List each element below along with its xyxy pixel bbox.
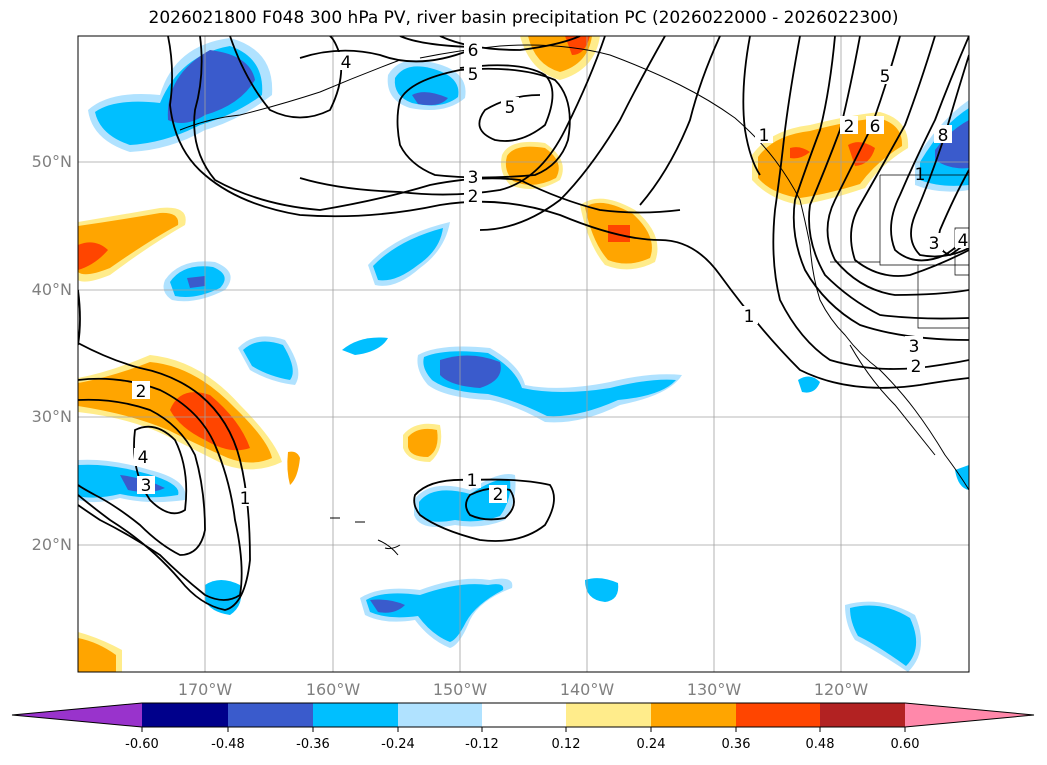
precip-anomaly-small-negative-6 [585,578,619,602]
colorbar-label: 0.48 [805,737,835,752]
svg-text:1: 1 [915,165,926,185]
lon-label: 130°W [686,680,742,699]
lat-label: 20°N [31,535,72,554]
precip-anomaly-southwest-positive [78,355,282,470]
lat-label: 50°N [31,152,72,171]
svg-text:8: 8 [938,126,949,146]
precip-anomaly-small-positive-1 [403,423,442,462]
lon-label: 150°W [432,680,488,699]
svg-text:2: 2 [136,382,147,402]
lon-label: 170°W [177,680,233,699]
colorbar-bin [313,703,398,727]
svg-text:3: 3 [468,168,479,188]
precip-anomaly-northeast-negative [915,100,969,192]
colorbar-extend-low [12,703,142,727]
svg-text:3: 3 [141,476,152,496]
colorbar-label: 0.12 [551,737,581,752]
svg-text:6: 6 [468,41,479,61]
svg-text:3: 3 [929,234,940,254]
colorbar-label: 0.24 [636,737,666,752]
colorbar-bin [398,703,482,727]
lon-label: 160°W [305,680,361,699]
lat-label: 30°N [31,407,72,426]
colorbar-bin [566,703,651,727]
precip-anomaly-mexico-negative [845,601,922,672]
precip-anomaly-small-positive-2 [287,451,300,485]
svg-text:2: 2 [468,187,479,207]
precip-anomaly-south-negative [360,578,513,648]
colorbar-bin [651,703,736,727]
map-title: 2026021800 F048 300 hPa PV, river basin … [148,8,899,28]
contour-labels: 6 5 4 5 3 2 1 1 2 3 4 6 5 8 3 1 2 3 2 1 … [132,40,969,509]
svg-text:4: 4 [138,448,149,468]
precip-anomaly-small-negative-3 [238,336,299,385]
precip-anomaly-small-negative-4 [342,337,388,355]
svg-text:2: 2 [844,117,855,137]
colorbar-extend-high [905,703,1034,727]
colorbar-label: 0.60 [890,737,920,752]
svg-text:1: 1 [744,307,755,327]
svg-text:2: 2 [493,485,504,505]
grid-lines [78,36,969,672]
precip-anomaly-southwest-corner-positive [78,632,122,672]
precip-anomaly-small-negative-1 [163,261,231,302]
plot-frame [77,35,970,673]
colorbar-label: -0.36 [296,737,330,752]
precip-anomaly-west-positive [78,207,186,282]
colorbar-label: -0.60 [125,737,159,752]
svg-text:4: 4 [341,53,352,73]
colorbar-bin [820,703,905,727]
precip-anomaly-aleutian-negative [88,38,273,152]
colorbar-label: -0.24 [381,737,415,752]
svg-text:1: 1 [759,126,770,146]
coastlines [179,44,969,556]
colorbar [11,702,1035,732]
colorbar-bin [142,703,228,727]
colorbar-label: -0.12 [465,737,499,752]
svg-text:1: 1 [467,471,478,491]
colorbar-bin [482,703,566,727]
svg-text:2: 2 [911,357,922,377]
svg-text:5: 5 [880,67,891,87]
colorbar-bin [228,703,313,727]
colorbar-bin [736,703,820,727]
colorbar-label: -0.48 [211,737,245,752]
precip-anomaly-small-negative-7 [798,376,820,393]
colorbar-label: 0.36 [721,737,751,752]
precip-anomaly-small-negative-2 [368,222,450,286]
svg-text:5: 5 [505,98,516,118]
lon-label: 120°W [813,680,869,699]
svg-text:4: 4 [958,231,969,251]
precip-anomaly-central-negative [417,346,682,423]
svg-text:3: 3 [909,337,920,357]
colorbar-ticks [141,727,906,732]
lon-label: 140°W [559,680,615,699]
svg-text:6: 6 [870,117,881,137]
lat-label: 40°N [31,280,72,299]
svg-text:5: 5 [468,65,479,85]
svg-text:1: 1 [240,489,251,509]
